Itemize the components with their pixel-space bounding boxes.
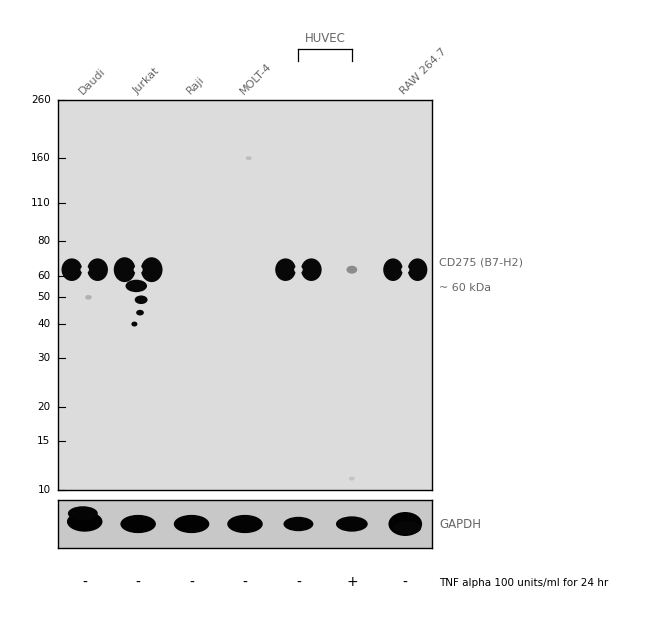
Text: 30: 30 [38, 353, 51, 363]
Ellipse shape [393, 521, 421, 534]
Text: CD275 (B7-H2): CD275 (B7-H2) [439, 257, 523, 268]
Ellipse shape [136, 310, 144, 316]
Text: 50: 50 [38, 292, 51, 302]
Ellipse shape [401, 266, 410, 273]
Text: -: - [83, 575, 87, 589]
Ellipse shape [81, 266, 89, 273]
Ellipse shape [114, 257, 135, 282]
Text: 15: 15 [37, 437, 51, 447]
Text: HUVEC: HUVEC [305, 32, 346, 45]
Text: Raji: Raji [185, 74, 206, 96]
Text: 60: 60 [38, 271, 51, 281]
Ellipse shape [120, 515, 156, 533]
Ellipse shape [62, 258, 82, 281]
Ellipse shape [346, 266, 358, 274]
Ellipse shape [85, 295, 92, 300]
Ellipse shape [67, 512, 103, 532]
Ellipse shape [135, 295, 148, 304]
Text: 20: 20 [38, 402, 51, 412]
Text: 80: 80 [38, 236, 51, 246]
Ellipse shape [68, 506, 98, 521]
Ellipse shape [125, 280, 147, 292]
Ellipse shape [301, 258, 322, 281]
Ellipse shape [141, 257, 162, 282]
Text: -: - [403, 575, 408, 589]
Text: Daudi: Daudi [77, 66, 108, 96]
Ellipse shape [283, 517, 313, 531]
Text: 10: 10 [38, 485, 51, 495]
Ellipse shape [134, 266, 142, 273]
Text: -: - [189, 575, 194, 589]
Ellipse shape [131, 322, 137, 327]
Ellipse shape [384, 258, 403, 281]
Text: Jurkat: Jurkat [131, 66, 161, 96]
Text: 110: 110 [31, 198, 51, 208]
Ellipse shape [246, 156, 252, 160]
Ellipse shape [174, 515, 209, 533]
Text: GAPDH: GAPDH [439, 517, 482, 531]
Text: MOLT-4: MOLT-4 [238, 61, 273, 96]
Ellipse shape [275, 258, 296, 281]
Ellipse shape [389, 512, 422, 536]
Text: TNF alpha 100 units/ml for 24 hr: TNF alpha 100 units/ml for 24 hr [439, 577, 609, 587]
Text: -: - [296, 575, 301, 589]
Text: 160: 160 [31, 153, 51, 163]
Text: 260: 260 [31, 95, 51, 105]
Ellipse shape [336, 516, 368, 532]
Text: +: + [346, 575, 358, 589]
Text: -: - [242, 575, 248, 589]
Ellipse shape [87, 258, 108, 281]
Ellipse shape [349, 476, 355, 481]
Text: 40: 40 [38, 319, 51, 329]
Ellipse shape [227, 515, 263, 533]
Ellipse shape [408, 258, 427, 281]
Ellipse shape [294, 266, 303, 273]
Text: ~ 60 kDa: ~ 60 kDa [439, 283, 491, 293]
Text: RAW 264.7: RAW 264.7 [398, 46, 448, 96]
Text: -: - [136, 575, 140, 589]
